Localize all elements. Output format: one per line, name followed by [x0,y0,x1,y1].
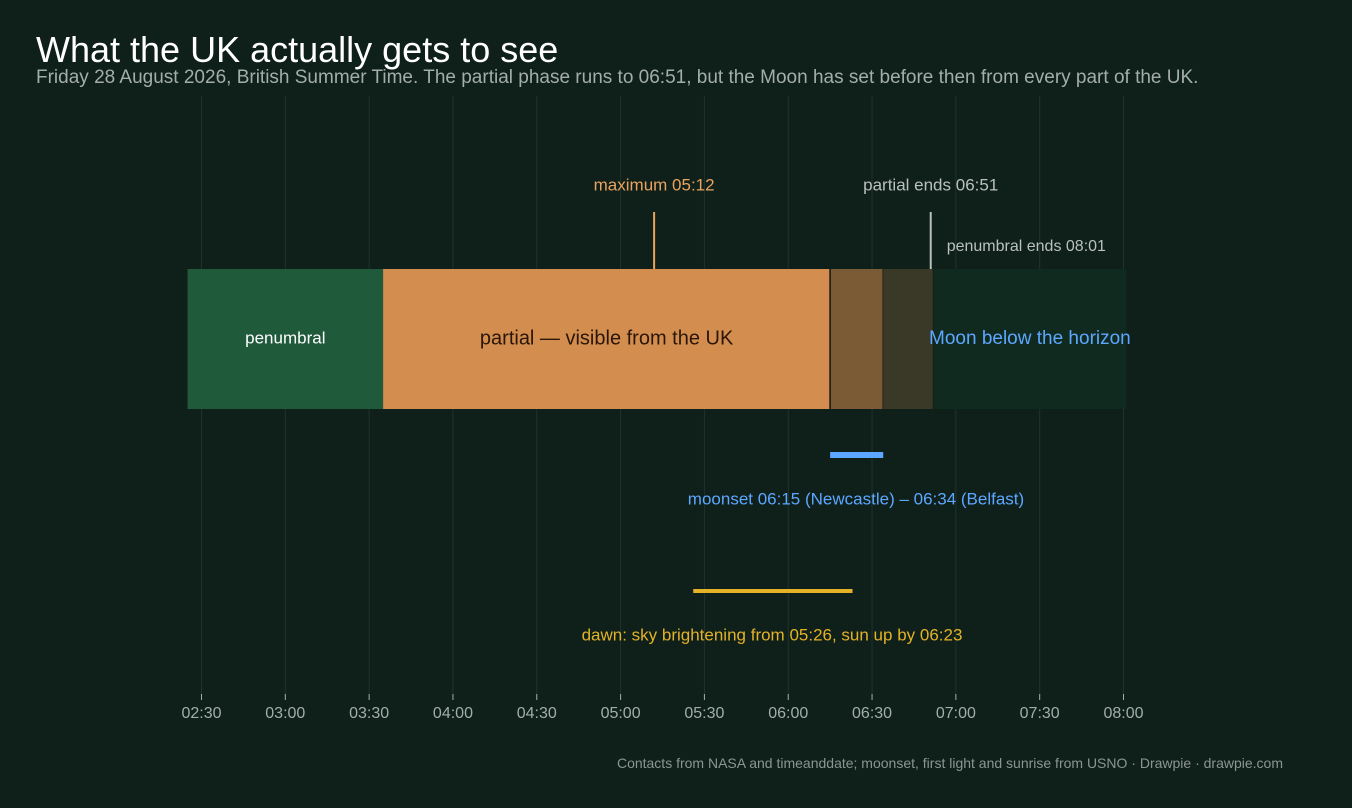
tick-label: 02:30 [181,705,221,722]
phase-label: partial — visible from the UK [480,327,734,349]
x-axis: 02:30 03:00 03:30 04:00 04:30 05:00 05:30 06:00… [181,694,1144,722]
tick-label: 06:30 [852,705,892,722]
maximum-label: maximum 05:12 [594,175,715,194]
moonset-range-label: moonset 06:15 (Newcastle) – 06:34 (Belfa… [688,489,1024,508]
phase-segment [883,269,934,409]
partial-end-label: partial ends 06:51 [863,175,998,194]
phase-label: penumbral [245,328,325,347]
penumbral-end-label: penumbral ends 08:01 [947,238,1106,255]
tick-label: 08:00 [1103,705,1143,722]
tick-label: 05:00 [601,705,641,722]
page-subtitle: Friday 28 August 2026, British Summer Ti… [36,67,1199,88]
page-title: What the UK actually gets to see [36,29,559,70]
tick-label: 06:00 [768,705,808,722]
eclipse-phase-bar: penumbral partial — visible from the UK Mo… [187,269,1131,409]
phase-segment [187,269,384,409]
tick-label: 04:00 [433,705,473,722]
tick-label: 03:00 [265,705,305,722]
tick-label: 04:30 [517,705,557,722]
dawn-range-label: dawn: sky brightening from 05:26, sun up… [582,625,963,644]
tick-label: 07:30 [1020,705,1060,722]
phase-segment [933,269,1127,409]
phase-segment [830,269,884,409]
phase-label: Moon below the horizon [929,328,1131,349]
tick-label: 03:30 [349,705,389,722]
tick-label: 05:30 [684,705,724,722]
event-markers: maximum 05:12 partial ends 06:51 penumbral… [594,175,1106,269]
phase-segment [383,269,831,409]
tick-label: 07:00 [936,705,976,722]
time-ranges: moonset 06:15 (Newcastle) – 06:34 (Belfa… [582,452,1024,644]
footer-credit: Contacts from NASA and timeanddate; moon… [616,755,1283,771]
